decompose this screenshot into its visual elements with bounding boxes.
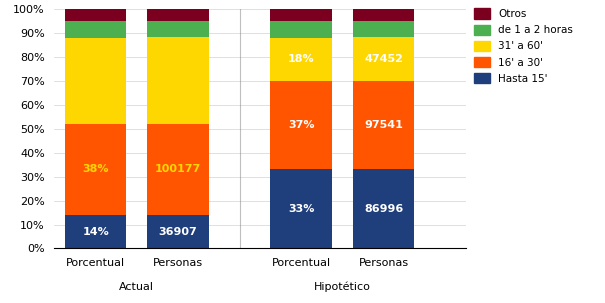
Legend: Otros, de 1 a 2 horas, 31' a 60', 16' a 30', Hasta 15': Otros, de 1 a 2 horas, 31' a 60', 16' a …: [470, 4, 577, 88]
Text: 36%: 36%: [82, 76, 109, 86]
Bar: [65, 9, 126, 21]
Bar: [147, 215, 209, 248]
Bar: [353, 21, 414, 37]
Bar: [65, 21, 126, 38]
Bar: [65, 38, 126, 124]
Bar: [147, 9, 209, 21]
Bar: [270, 81, 332, 169]
Bar: [65, 124, 126, 215]
Text: 100177: 100177: [155, 164, 201, 174]
Text: 38%: 38%: [82, 165, 109, 175]
Bar: [353, 169, 414, 248]
Bar: [270, 169, 332, 248]
Text: 36907: 36907: [159, 227, 197, 237]
Bar: [353, 9, 414, 21]
Text: 97541: 97541: [364, 120, 403, 130]
Bar: [147, 124, 209, 215]
Bar: [147, 37, 209, 124]
Bar: [270, 9, 332, 21]
Bar: [270, 21, 332, 38]
Text: 33%: 33%: [288, 204, 315, 214]
Text: 18%: 18%: [288, 54, 315, 64]
Bar: [353, 37, 414, 81]
Text: 86996: 86996: [364, 204, 403, 214]
Text: 47452: 47452: [364, 54, 403, 64]
Text: Hipotético: Hipotético: [314, 282, 371, 292]
Text: 37%: 37%: [288, 120, 315, 130]
Text: 94905: 94905: [159, 75, 197, 85]
Bar: [147, 21, 209, 37]
Text: 14%: 14%: [82, 227, 109, 237]
Text: Actual: Actual: [119, 282, 154, 292]
Bar: [270, 38, 332, 81]
Bar: [65, 215, 126, 248]
Bar: [353, 81, 414, 169]
